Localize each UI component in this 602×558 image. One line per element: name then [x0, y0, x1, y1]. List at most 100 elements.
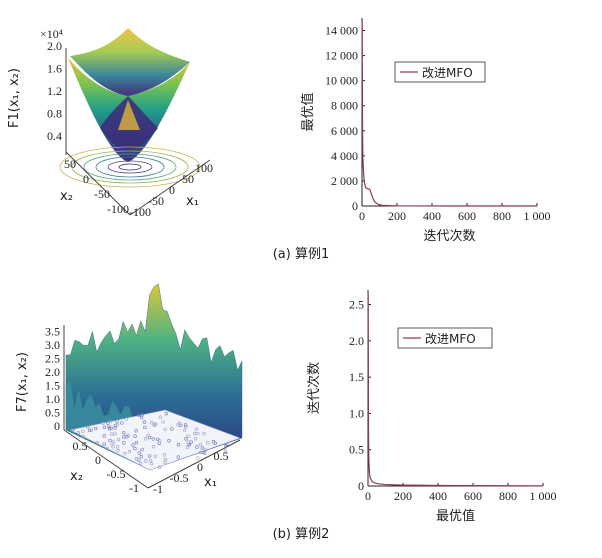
y-tick-label: 0 [352, 199, 358, 213]
contour-speck [102, 425, 107, 429]
contour-speck [147, 454, 152, 458]
legend-box-a [394, 61, 486, 83]
contour-speck [163, 427, 167, 432]
x2-ticks-a: -100-50 0 50 [64, 157, 129, 216]
contour-speck [108, 438, 112, 443]
contour-speck [144, 459, 148, 463]
contour-speck [176, 423, 180, 427]
contour-speck [133, 434, 137, 438]
axis-tick-label: 100 [195, 161, 213, 175]
y-tick-label: 1.0 [349, 406, 364, 420]
x1-label-a: x₁ [186, 194, 199, 209]
surface-plot-b: 00.51.01.52.02.53.03.5 F7(x₁, x₂) -1-0.5… [15, 283, 243, 496]
x-axis-label-a: 迭代次数 [423, 228, 475, 244]
x-tick-label: 0 [359, 209, 365, 223]
contour-speck [137, 413, 141, 417]
contour-speck [106, 421, 110, 425]
contour-speck [71, 427, 75, 432]
axis-tick-label: -50 [94, 187, 110, 201]
contour-speck [213, 441, 218, 445]
y-tick-label: 8 000 [331, 99, 358, 113]
y-tick-label: 14 000 [325, 24, 358, 38]
contour-speck [167, 439, 171, 443]
contour-speck [184, 425, 188, 429]
axis-tick-label: 3.5 [45, 325, 60, 339]
contour-speck [81, 435, 85, 439]
contour-speck [149, 462, 154, 466]
contour-speck [184, 437, 188, 441]
contour-speck [151, 445, 156, 449]
contour-speck [156, 437, 160, 441]
y-tick-label: 12 000 [325, 49, 358, 63]
contour-speck [94, 426, 98, 431]
contour-speck [186, 440, 190, 444]
contour-speck [140, 413, 144, 417]
axis-tick-label: 3.0 [45, 338, 60, 352]
contour-speck [151, 437, 156, 441]
contour-speck [195, 445, 199, 449]
y-tick-label: 2 000 [331, 174, 358, 188]
contour-speck [161, 420, 165, 424]
axis-tick-label: 2.0 [45, 365, 60, 379]
axis-tick-label: 0 [197, 460, 203, 474]
contour-speck [113, 426, 117, 430]
contour-speck [109, 426, 114, 431]
contour-speck [157, 465, 162, 469]
bowl-back-surface [70, 28, 190, 96]
axis-tick-label: 50 [64, 157, 76, 171]
axis-tick-label: 1.6 [47, 62, 62, 76]
y-tick-label: 0.5 [349, 443, 364, 457]
contour-speck [131, 443, 135, 447]
contour-speck [225, 442, 229, 447]
contour-noise-b [71, 412, 229, 469]
x-tick-label: 1 000 [530, 489, 557, 503]
contour-speck [196, 456, 200, 460]
bowl-center-peak [118, 100, 140, 130]
contour-speck [122, 431, 126, 435]
contour-speck [111, 445, 115, 449]
contour-speck [86, 425, 90, 429]
contour-speck [120, 421, 124, 425]
axis-tick-label: 0 [83, 172, 89, 186]
contour-speck [203, 451, 207, 455]
x-tick-label: 800 [493, 209, 511, 223]
contour-speck [148, 435, 152, 440]
contour-speck [146, 433, 150, 438]
contour-speck [115, 419, 119, 423]
contour-speck [81, 429, 85, 433]
contour-speck [122, 441, 126, 445]
contour-speck [89, 428, 94, 432]
z-ticks-a: 0.4 0.8 1.2 1.6 2.0 [47, 39, 62, 143]
x-tick-label: 0 [365, 489, 371, 503]
contour-speck [176, 443, 181, 447]
contour-speck [152, 423, 156, 428]
contour-speck [139, 454, 144, 459]
contour-speck [194, 427, 199, 431]
legend-box-b [397, 327, 493, 349]
contour-speck [158, 415, 163, 419]
series-line-a [361, 20, 538, 207]
contour-speck [198, 450, 203, 455]
contour-speck [148, 459, 153, 463]
contour-speck [206, 441, 210, 445]
contour-speck [139, 461, 143, 466]
contour-speck [202, 432, 206, 436]
contour-speck [193, 431, 197, 436]
caption-b: (b) 算例2 [273, 527, 330, 542]
axis-tick-label: 1.2 [47, 84, 62, 98]
axis-tick-label: 1.0 [45, 392, 60, 406]
y-ticks-a: 0 2 000 4 000 6 000 8 000 10 000 12 000 14 000 [325, 24, 365, 213]
contour-speck [105, 446, 109, 451]
x2-axis-a [65, 151, 131, 216]
axis-tick-label: 1.5 [45, 379, 60, 393]
axis-tick-label: 0 [169, 183, 175, 197]
series-line-b [367, 293, 544, 487]
x1-axis-a [129, 159, 211, 216]
y-axis-label-b: 迭代次数 [306, 362, 322, 414]
y-tick-label: 2.0 [349, 334, 364, 348]
legend-a: 改进MFO [394, 61, 486, 83]
contour-speck [203, 448, 208, 452]
contour-speck [200, 446, 205, 450]
